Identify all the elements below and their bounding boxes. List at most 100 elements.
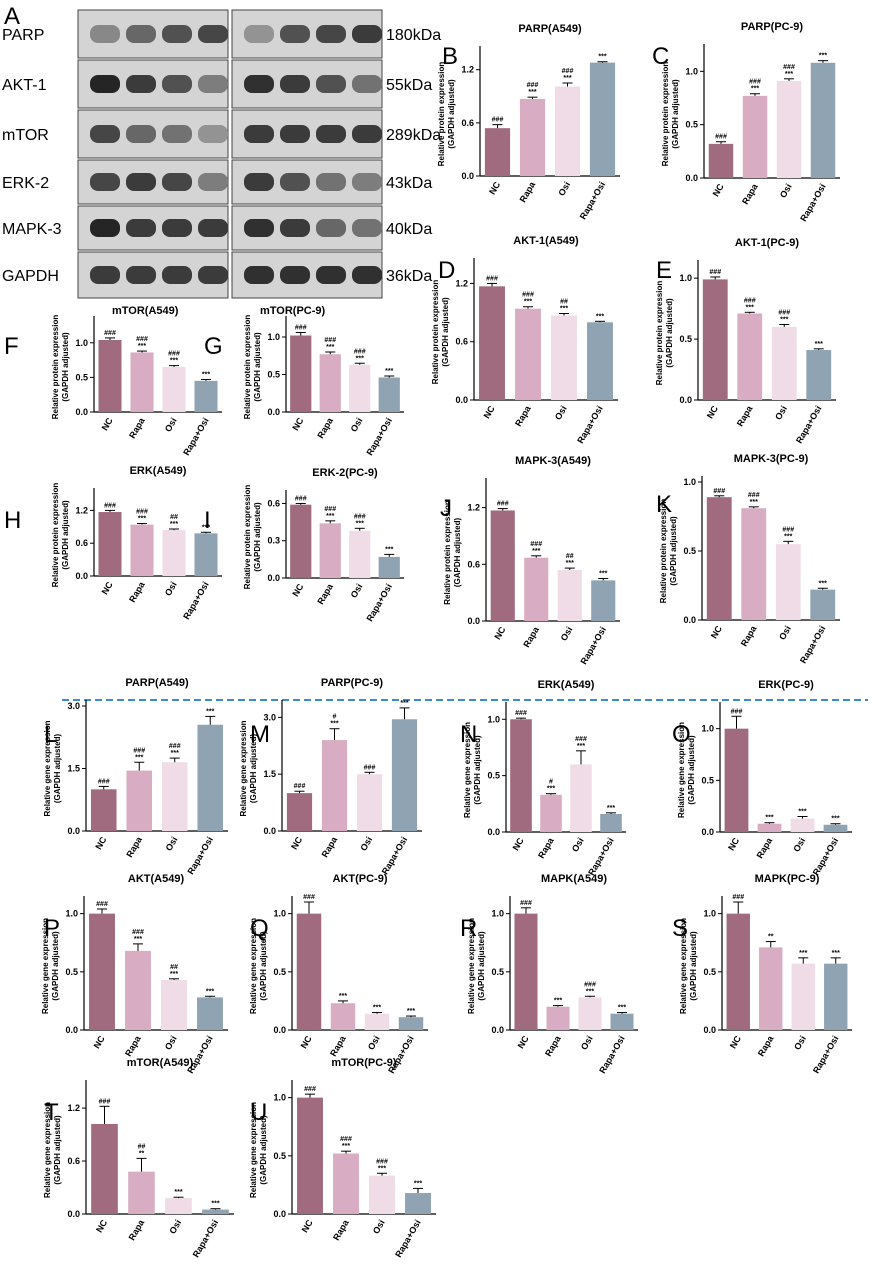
y-axis-label: Relative protein expression	[655, 281, 664, 386]
y-axis-label: Relative protein expression	[243, 315, 252, 420]
blot-band	[352, 25, 382, 43]
bar-nc	[286, 793, 313, 831]
blot-kda-label: 43kDa	[386, 175, 432, 192]
y-tick-label: 0.5	[491, 967, 504, 977]
chart-q: Q AKT(PC-9) Relative gene expression (GAPDH…	[249, 873, 428, 1075]
x-tick-label: NC	[511, 836, 526, 853]
significance-label: ***	[170, 358, 178, 365]
bar-rapa	[321, 740, 348, 831]
blot-protein-label: AKT-1	[2, 77, 47, 94]
blot-kda-label: 55kDa	[386, 77, 432, 94]
x-tick-label: Osi	[163, 1034, 179, 1052]
y-tick-label: 0.0	[273, 1209, 286, 1219]
x-tick-label: NC	[94, 1218, 109, 1235]
significance-label: ###	[136, 336, 148, 343]
bar-rapa-osi	[810, 589, 836, 620]
y-tick-label: 0.0	[267, 573, 280, 583]
chart-n: N ERK(A549) Relative gene expression (GAPDH…	[460, 679, 626, 877]
y-axis-label: (GAPDH adjusted)	[253, 502, 262, 572]
y-tick-label: 1.0	[683, 477, 696, 487]
bar-osi	[551, 315, 577, 400]
bar-rapa-osi	[587, 322, 613, 400]
y-axis-label: Relative gene expression	[43, 1102, 52, 1198]
x-tick-label: Rapa	[521, 624, 541, 649]
bar-rapa	[546, 1006, 570, 1030]
blot-band	[126, 219, 156, 237]
x-tick-label: Rapa	[543, 1033, 563, 1058]
significance-label: ###	[520, 900, 532, 907]
y-tick-label: 0.5	[267, 370, 280, 380]
x-tick-label: Osi	[792, 1034, 808, 1052]
chart-c: C PARP(PC-9) Relative protein expression (G…	[652, 21, 840, 223]
significance-label: ###	[782, 526, 794, 533]
panel-letter: E	[656, 257, 672, 284]
blot-row-mtor: mTOR 289kDa	[2, 109, 441, 159]
x-tick-label: Rapa+Osi	[578, 180, 608, 221]
significance-label: ###	[749, 79, 761, 86]
y-axis-label: Relative gene expression	[463, 722, 472, 818]
bar-nc	[296, 913, 322, 1030]
bar-nc	[91, 1123, 118, 1214]
x-tick-label: Rapa	[123, 1033, 143, 1058]
y-tick-label: 0.5	[701, 775, 714, 785]
y-tick-label: 0.0	[75, 407, 88, 417]
y-axis-label: Relative protein expression	[661, 62, 670, 167]
significance-label: ***	[326, 513, 334, 520]
significance-label: ***	[339, 993, 347, 1000]
significance-label: ***	[170, 971, 178, 978]
chart-h: H ERK(A549) Relative protein expression (GA…	[4, 465, 222, 621]
bar-rapa	[319, 354, 341, 412]
x-tick-label: Rapa+Osi	[185, 835, 215, 876]
significance-label: ***	[751, 86, 759, 93]
chart-f: F Relative protein expression (GAPDH adjus…	[4, 315, 222, 457]
significance-label: ###	[527, 82, 539, 89]
chart-title: MAPK(PC-9)	[755, 873, 820, 885]
y-tick-label: 1.0	[65, 909, 78, 919]
y-tick-label: 1.0	[685, 66, 698, 76]
significance-label: ***	[746, 304, 754, 311]
y-tick-label: 1.0	[273, 1093, 286, 1103]
bar-rapa	[130, 524, 154, 576]
bar-rapa	[333, 1153, 359, 1214]
y-axis-label: Relative gene expression	[43, 720, 52, 816]
y-tick-label: 0.0	[467, 616, 480, 626]
significance-label: ***	[174, 1189, 182, 1196]
chart-title: ERK(PC-9)	[758, 679, 814, 691]
blot-caption-left: mTOR(A549)	[112, 305, 179, 317]
significance-label: ***	[206, 988, 214, 995]
x-tick-label: Rapa+Osi	[393, 1218, 423, 1259]
y-axis-label: (GAPDH adjusted)	[453, 518, 462, 588]
blot-band	[316, 125, 346, 143]
x-tick-label: Rapa+Osi	[181, 416, 211, 457]
blot-band	[126, 173, 156, 191]
blot-band	[126, 125, 156, 143]
bar-rapa	[128, 1171, 155, 1214]
y-tick-label: 0.3	[267, 536, 280, 546]
blot-band	[280, 173, 310, 191]
panel-letter: O	[672, 721, 691, 748]
bar-nc	[514, 913, 538, 1030]
blot-band	[352, 173, 382, 191]
significance-label: ###	[324, 506, 336, 513]
x-tick-label: Osi	[349, 582, 365, 600]
chart-title: MAPK-3(PC-9)	[734, 453, 809, 465]
blot-band	[244, 266, 274, 284]
bar-osi	[791, 963, 815, 1030]
panel-letter: I	[204, 507, 211, 534]
panel-letter: C	[652, 43, 669, 70]
significance-label: ###	[748, 492, 760, 499]
chart-o: O ERK(PC-9) Relative gene expression (GAPDH…	[672, 679, 852, 877]
bar-osi	[369, 1175, 395, 1214]
bar-rapa	[126, 770, 153, 831]
y-axis-label: Relative gene expression	[249, 918, 258, 1014]
x-tick-label: NC	[711, 182, 726, 199]
y-tick-label: 1.0	[701, 724, 714, 734]
x-tick-label: NC	[728, 1034, 743, 1051]
significance-label: ***	[342, 1143, 350, 1150]
blot-band	[90, 25, 120, 43]
blot-band	[198, 25, 228, 43]
blot-row-gapdh: GAPDH 36kDa	[2, 251, 432, 299]
bar-osi	[161, 979, 187, 1030]
significance-label: ***	[577, 743, 585, 750]
